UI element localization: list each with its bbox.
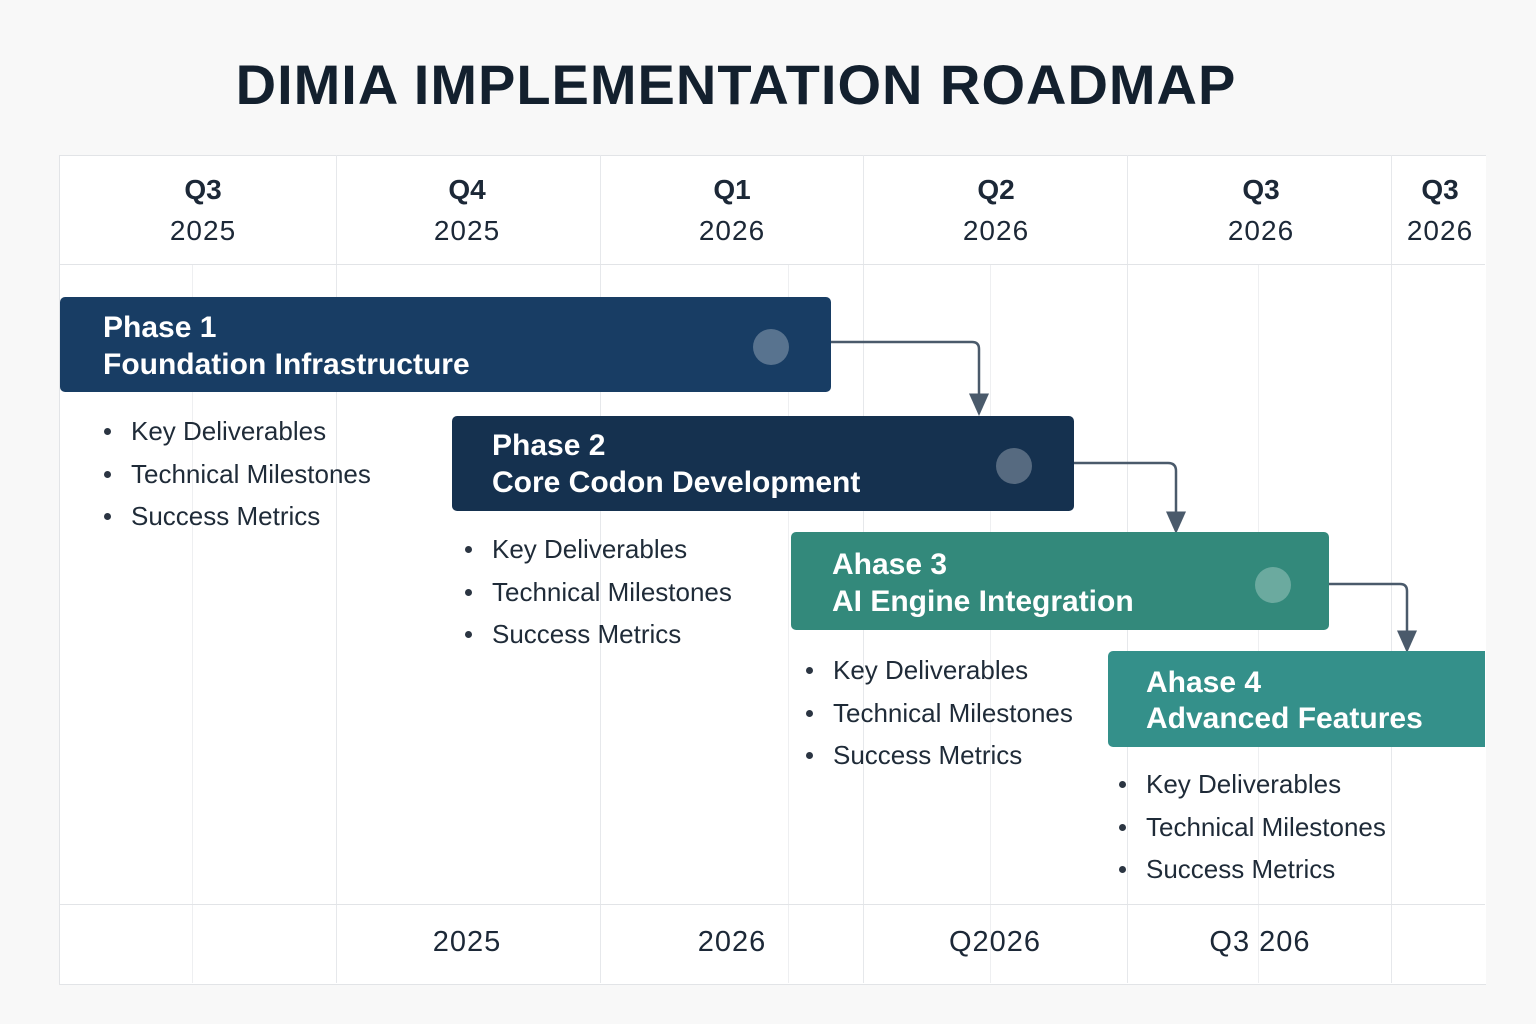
quarter-header: Q4 2025 xyxy=(434,170,500,252)
quarter-year: 2026 xyxy=(962,215,1030,246)
phase-bar-3[interactable]: Ahase 3 AI Engine Integration xyxy=(791,532,1329,630)
footer-label: Q3 206 xyxy=(1209,926,1311,958)
grid-line xyxy=(1391,155,1392,983)
milestone-dot xyxy=(1255,567,1291,603)
list-item: Technical Milestones xyxy=(464,571,732,614)
phase-name: Ahase 4 xyxy=(1146,666,1262,699)
list-item: Success Metrics xyxy=(1118,848,1386,891)
quarter-label: Q1 xyxy=(713,174,751,205)
phase-2-details: Key Deliverables Technical Milestones Su… xyxy=(464,528,732,656)
phase-name: Ahase 3 xyxy=(832,548,948,581)
quarter-year: 2026 xyxy=(1227,215,1295,246)
grid-line-minor xyxy=(192,265,193,983)
list-item: Key Deliverables xyxy=(805,649,1073,692)
list-item: Key Deliverables xyxy=(103,410,371,453)
quarter-label: Q3 xyxy=(1421,174,1459,205)
quarter-header: Q1 2026 xyxy=(699,170,765,252)
footer-label: Q2026 xyxy=(948,926,1042,958)
phase-bar-2[interactable]: Phase 2 Core Codon Development xyxy=(452,416,1074,511)
quarter-label: Q3 xyxy=(1242,174,1280,205)
phase-title: Core Codon Development xyxy=(492,466,861,499)
grid-line xyxy=(600,155,601,983)
phase-title: AI Engine Integration xyxy=(832,585,1134,618)
footer-divider xyxy=(59,904,1485,905)
phase-title: Advanced Features xyxy=(1146,702,1423,735)
phase-name: Phase 1 xyxy=(103,311,217,344)
phase-name: Phase 2 xyxy=(492,429,606,462)
phase-bar-4[interactable]: Ahase 4 Advanced Features xyxy=(1108,651,1485,747)
grid-line-minor xyxy=(788,265,789,983)
quarter-header: Q3 2026 xyxy=(1407,170,1473,252)
quarter-label: Q4 xyxy=(448,174,486,205)
phase-1-details: Key Deliverables Technical Milestones Su… xyxy=(103,410,371,538)
list-item: Key Deliverables xyxy=(1118,763,1386,806)
list-item: Success Metrics xyxy=(464,613,732,656)
quarter-header: Q3 2026 xyxy=(1228,170,1294,252)
quarter-year: 2025 xyxy=(169,215,237,246)
list-item: Key Deliverables xyxy=(464,528,732,571)
quarter-header: Q3 2025 xyxy=(170,170,236,252)
header-divider xyxy=(59,264,1485,265)
milestone-dot xyxy=(753,329,789,365)
grid-line xyxy=(336,155,337,983)
quarter-header: Q2 2026 xyxy=(963,170,1029,252)
footer-label: 2026 xyxy=(697,926,767,958)
list-item: Success Metrics xyxy=(103,495,371,538)
phase-4-details: Key Deliverables Technical Milestones Su… xyxy=(1118,763,1386,891)
quarter-label: Q2 xyxy=(977,174,1015,205)
quarter-year: 2026 xyxy=(698,215,766,246)
phase-3-details: Key Deliverables Technical Milestones Su… xyxy=(805,649,1073,777)
phase-title: Foundation Infrastructure xyxy=(103,348,470,381)
list-item: Success Metrics xyxy=(805,734,1073,777)
quarter-year: 2025 xyxy=(433,215,501,246)
footer-label: 2025 xyxy=(432,926,502,958)
quarter-label: Q3 xyxy=(184,174,222,205)
quarter-year: 2026 xyxy=(1406,215,1474,246)
phase-bar-1[interactable]: Phase 1 Foundation Infrastructure xyxy=(60,297,831,392)
page-title: DIMIA IMPLEMENTATION ROADMAP xyxy=(235,53,1237,116)
list-item: Technical Milestones xyxy=(103,453,371,496)
list-item: Technical Milestones xyxy=(805,692,1073,735)
list-item: Technical Milestones xyxy=(1118,806,1386,849)
milestone-dot xyxy=(996,448,1032,484)
